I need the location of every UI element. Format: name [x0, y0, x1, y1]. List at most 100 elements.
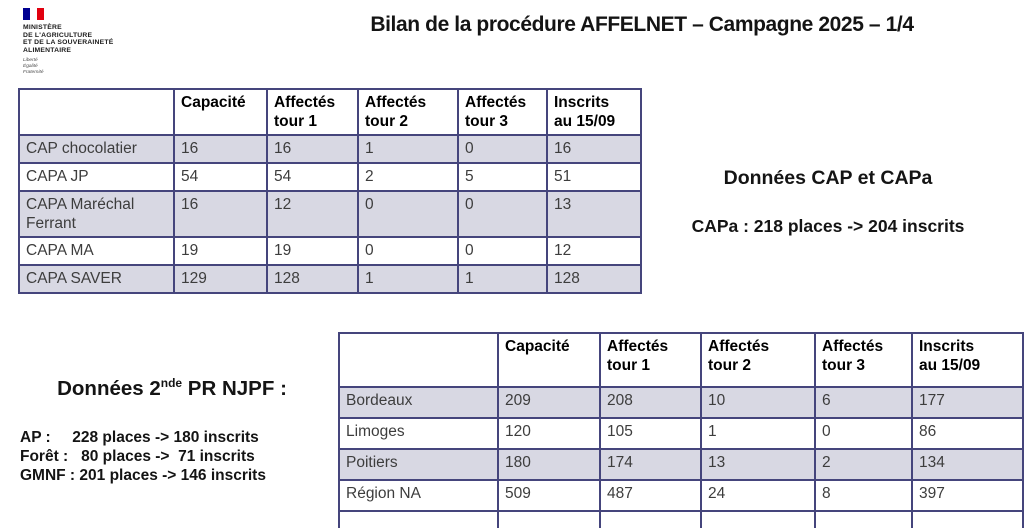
column-header: Affectés tour 3	[814, 332, 913, 388]
value-cell: 10	[700, 386, 816, 419]
value-cell: 0	[357, 190, 459, 238]
value-cell	[700, 510, 816, 528]
table-row: CAPA SAVER 129 128 1 1 128	[18, 264, 642, 294]
ministry-name-line: ET DE LA SOUVERAINETÉ	[23, 39, 114, 47]
column-header: Affectés tour 2	[700, 332, 816, 388]
value-cell: 1	[357, 264, 459, 294]
ministry-logo: MINISTÈRE DE L'AGRICULTURE ET DE LA SOUV…	[23, 8, 113, 76]
value-cell: 2	[357, 162, 459, 192]
value-cell: 54	[266, 162, 359, 192]
value-cell: 86	[911, 417, 1024, 450]
value-cell: 8	[814, 479, 913, 512]
value-cell: 19	[266, 236, 359, 266]
value-cell: 16	[173, 134, 268, 164]
header-row: Capacité Affectés tour 1 Affectés tour 2 Af…	[338, 332, 1024, 388]
ministry-name-line: DE L'AGRICULTURE	[23, 31, 93, 39]
value-cell: 0	[357, 236, 459, 266]
region-table: Capacité Affectés tour 1 Affectés tour 2 Af…	[338, 332, 1024, 528]
value-cell: 134	[911, 448, 1024, 481]
column-header: Inscrits au 15/09	[546, 88, 642, 136]
column-header: Capacité	[173, 88, 268, 136]
value-cell: 5	[457, 162, 548, 192]
column-header: Capacité	[497, 332, 601, 388]
value-cell: 174	[599, 448, 702, 481]
value-cell: 16	[173, 190, 268, 238]
njpf-lines: AP : 228 places -> 180 inscrits Forêt : …	[20, 428, 324, 485]
cap-capa-note: Données CAP et CAPa CAPa : 218 places ->…	[660, 167, 996, 237]
value-cell: 51	[546, 162, 642, 192]
row-label-cell: CAPA Maréchal Ferrant	[18, 190, 175, 238]
column-header	[18, 88, 175, 136]
njpf-line-gmnf: GMNF : 201 places -> 146 inscrits	[20, 466, 266, 484]
value-cell	[814, 510, 913, 528]
value-cell	[911, 510, 1024, 528]
value-cell: 6	[814, 386, 913, 419]
table-row: Poitiers 180 174 13 2 134	[338, 448, 1024, 481]
njpf-heading-base: Données 2	[57, 376, 161, 400]
value-cell: 16	[546, 134, 642, 164]
value-cell: 1	[357, 134, 459, 164]
njpf-line-ap: AP : 228 places -> 180 inscrits	[20, 428, 259, 446]
value-cell: 0	[457, 236, 548, 266]
table-row: Région NA 509 487 24 8 397	[338, 479, 1024, 512]
ministry-motto: Liberté Égalité Fraternité	[23, 58, 113, 76]
value-cell: 13	[546, 190, 642, 238]
value-cell: 177	[911, 386, 1024, 419]
motto-line: Fraternité	[23, 70, 44, 76]
row-label-cell: CAP chocolatier	[18, 134, 175, 164]
value-cell: 0	[457, 134, 548, 164]
njpf-heading-superscript: nde	[160, 376, 183, 390]
column-header: Affectés tour 1	[599, 332, 702, 388]
value-cell: 105	[599, 417, 702, 450]
njpf-heading-rest: PR NJPF :	[182, 376, 287, 400]
cap-capa-heading: Données CAP et CAPa	[723, 167, 933, 189]
value-cell: 2	[814, 448, 913, 481]
column-header: Affectés tour 1	[266, 88, 359, 136]
row-label-cell: Poitiers	[338, 448, 499, 481]
french-flag-icon	[23, 8, 44, 20]
column-header: Inscrits au 15/09	[911, 332, 1024, 388]
column-header: Affectés tour 3	[457, 88, 548, 136]
value-cell: 54	[173, 162, 268, 192]
value-cell: 12	[266, 190, 359, 238]
cap-capa-table: Capacité Affectés tour 1 Affectés tour 2 Af…	[18, 88, 642, 294]
ministry-name-line: ALIMENTAIRE	[23, 46, 72, 54]
row-label-cell: CAPA JP	[18, 162, 175, 192]
slide-title: Bilan de la procédure AFFELNET – Campagn…	[370, 13, 914, 36]
table-row: Limoges 120 105 1 0 86	[338, 417, 1024, 450]
njpf-note: Données 2nde PR NJPF : AP : 228 places -…	[20, 376, 324, 485]
row-label-cell: CAPA SAVER	[18, 264, 175, 294]
value-cell	[497, 510, 601, 528]
row-label-cell	[338, 510, 499, 528]
ministry-name: MINISTÈRE DE L'AGRICULTURE ET DE LA SOUV…	[23, 24, 113, 54]
motto-line: Égalité	[23, 64, 38, 70]
value-cell: 128	[546, 264, 642, 294]
value-cell: 120	[497, 417, 601, 450]
value-cell: 128	[266, 264, 359, 294]
row-label-cell: Région NA	[338, 479, 499, 512]
value-cell: 397	[911, 479, 1024, 512]
cap-capa-summary: CAPa : 218 places -> 204 inscrits	[691, 216, 965, 236]
value-cell: 129	[173, 264, 268, 294]
table-row	[338, 510, 1024, 528]
njpf-heading: Données 2nde PR NJPF :	[20, 376, 324, 401]
value-cell: 0	[457, 190, 548, 238]
table-row: CAPA JP 54 54 2 5 51	[18, 162, 642, 192]
table-row: CAPA MA 19 19 0 0 12	[18, 236, 642, 266]
table-row: CAPA Maréchal Ferrant 16 12 0 0 13	[18, 190, 642, 238]
value-cell: 509	[497, 479, 601, 512]
njpf-line-foret: Forêt : 80 places -> 71 inscrits	[20, 447, 255, 465]
value-cell: 487	[599, 479, 702, 512]
table-row: CAP chocolatier 16 16 1 0 16	[18, 134, 642, 164]
value-cell: 1	[700, 417, 816, 450]
value-cell: 1	[457, 264, 548, 294]
row-label-cell: Limoges	[338, 417, 499, 450]
row-label-cell: Bordeaux	[338, 386, 499, 419]
value-cell: 208	[599, 386, 702, 419]
value-cell: 209	[497, 386, 601, 419]
value-cell: 19	[173, 236, 268, 266]
value-cell	[599, 510, 702, 528]
ministry-name-line: MINISTÈRE	[23, 24, 62, 31]
value-cell: 24	[700, 479, 816, 512]
